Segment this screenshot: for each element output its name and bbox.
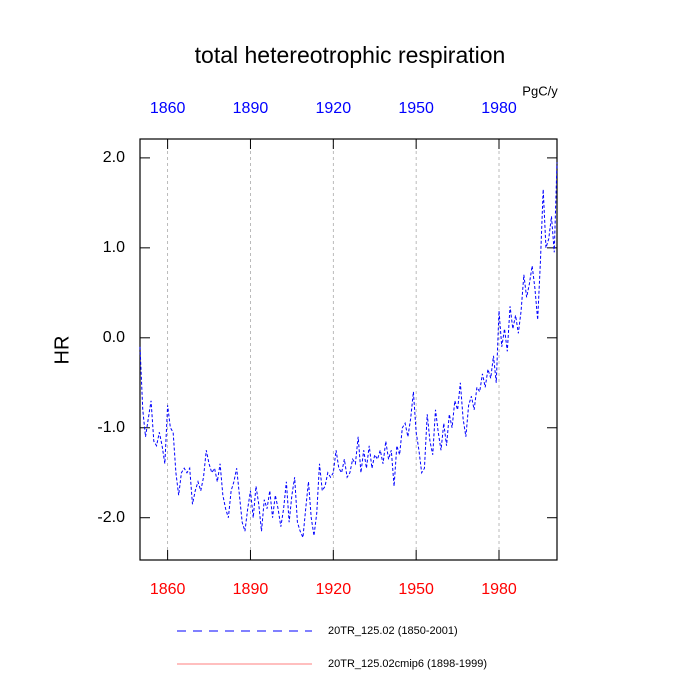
x-tick-label-top: 1920 — [316, 100, 352, 117]
x-tick-label-top: 1890 — [233, 100, 269, 117]
chart-title: total hetereotrophic respiration — [195, 42, 506, 68]
x-tick-label-top: 1950 — [398, 100, 434, 117]
x-tick-label: 1890 — [233, 581, 269, 598]
x-tick-label-top: 1980 — [481, 100, 517, 117]
y-tick-label: 1.0 — [103, 239, 125, 256]
units-label: PgC/y — [522, 83, 558, 98]
y-tick-label: -2.0 — [97, 509, 125, 526]
data-line — [139, 162, 558, 540]
x-tick-label: 1980 — [481, 581, 517, 598]
x-tick-label: 1860 — [150, 581, 186, 598]
legend-label: 20TR_125.02 (1850-2001) — [328, 625, 458, 637]
x-tick-label: 1950 — [398, 581, 434, 598]
y-tick-label: 0.0 — [103, 329, 125, 346]
legend-label: 20TR_125.02cmip6 (1898-1999) — [328, 658, 487, 670]
x-tick-label: 1920 — [316, 581, 352, 598]
y-tick-label: 2.0 — [103, 149, 125, 166]
y-axis-label: HR — [51, 336, 73, 365]
y-tick-label: -1.0 — [97, 419, 125, 436]
x-tick-label-top: 1860 — [150, 100, 186, 117]
plot-frame — [139, 138, 558, 561]
